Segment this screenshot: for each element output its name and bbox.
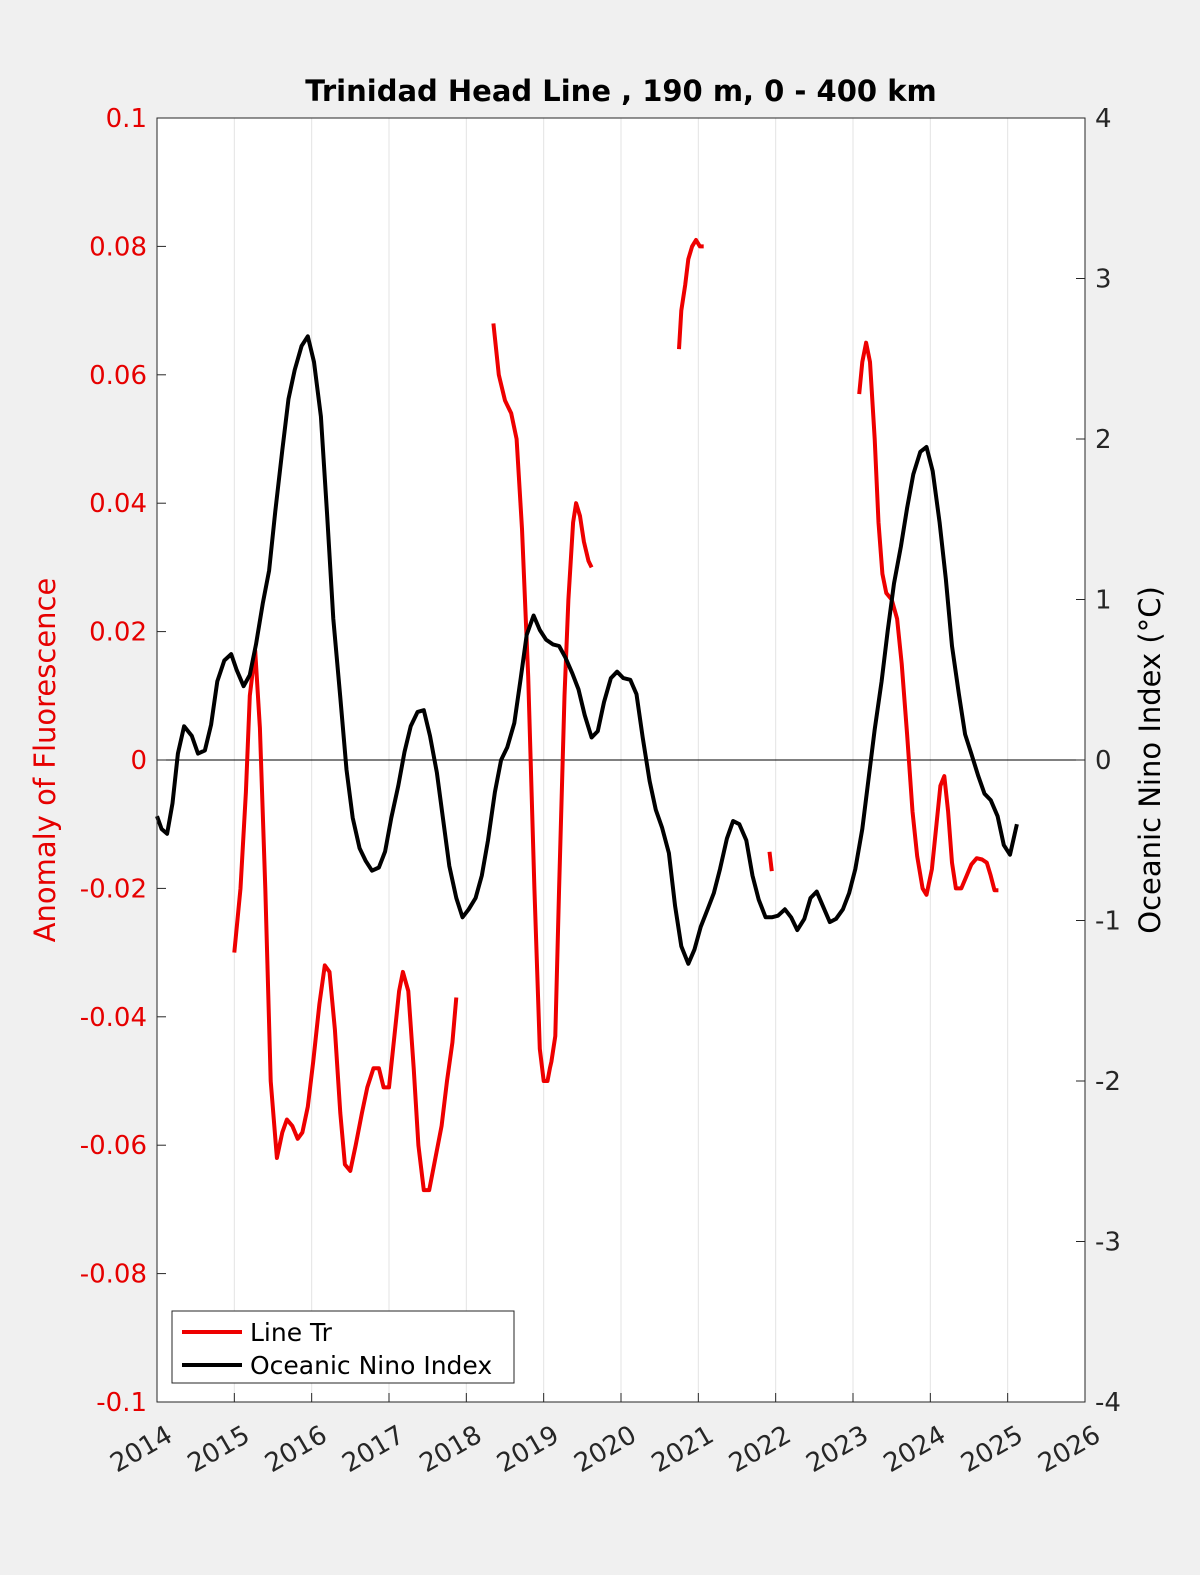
- series-line-tr-segment-4: [857, 340, 999, 897]
- x-tick-label-2015: 2015: [183, 1420, 255, 1479]
- x-tick-label-2024: 2024: [879, 1420, 951, 1479]
- left-y-tick-label--0.06: -0.06: [80, 1131, 147, 1161]
- x-tick-label-2025: 2025: [956, 1420, 1028, 1479]
- right-y-tick-label-3: 3: [1095, 265, 1112, 295]
- left-y-axis-label: Anomaly of Fluorescence: [28, 578, 62, 943]
- x-tick-label-2020: 2020: [569, 1420, 641, 1479]
- left-y-tick-label-0.08: 0.08: [89, 232, 147, 262]
- left-y-tick-label-0: 0: [130, 746, 147, 776]
- series-line-tr-segment-1: [491, 323, 594, 1083]
- x-tick-label-2021: 2021: [647, 1420, 719, 1479]
- x-tick-label-2023: 2023: [801, 1420, 873, 1479]
- right-y-tick-label-4: 4: [1095, 104, 1112, 134]
- series-line-tr-segment-2: [677, 238, 704, 350]
- right-y-tick-label--1: -1: [1095, 907, 1121, 937]
- right-y-tick-label-1: 1: [1095, 586, 1112, 616]
- right-y-tick-label-0: 0: [1095, 746, 1112, 776]
- left-y-tick-label-0.02: 0.02: [89, 618, 147, 648]
- left-y-tick-label-0.1: 0.1: [106, 104, 147, 134]
- right-y-tick-label-2: 2: [1095, 425, 1112, 455]
- left-y-tick-label--0.08: -0.08: [80, 1260, 147, 1290]
- x-tick-label-2018: 2018: [415, 1420, 487, 1479]
- legend-box: [171, 1310, 515, 1384]
- x-tick-label-2017: 2017: [337, 1420, 409, 1479]
- x-tick-label-2022: 2022: [724, 1420, 796, 1479]
- legend-label-line-tr: Line Tr: [250, 1318, 333, 1347]
- legend-label-oni: Oceanic Nino Index: [250, 1351, 492, 1380]
- x-tick-label-2026: 2026: [1033, 1420, 1105, 1479]
- right-y-tick-label--4: -4: [1095, 1388, 1121, 1418]
- left-y-tick-label--0.02: -0.02: [80, 874, 147, 904]
- right-y-tick-label--2: -2: [1095, 1067, 1121, 1097]
- chart-title: Trinidad Head Line , 190 m, 0 - 400 km: [305, 74, 936, 108]
- left-y-tick-label--0.1: -0.1: [96, 1388, 147, 1418]
- legend: Line Tr Oceanic Nino Index: [171, 1310, 515, 1384]
- series-line-tr-segment-0: [232, 648, 459, 1193]
- series-line-tr-segment-3: [767, 851, 774, 872]
- series-oceanic-nino-index-segment-0: [155, 334, 1019, 966]
- right-y-axis-label: Oceanic Nino Index (°C): [1133, 586, 1167, 934]
- x-tick-label-2019: 2019: [492, 1420, 564, 1479]
- series-layer: [155, 238, 1019, 1193]
- x-tick-label-2014: 2014: [105, 1420, 177, 1479]
- x-tick-label-2016: 2016: [260, 1420, 332, 1479]
- left-y-tick-label-0.04: 0.04: [89, 489, 147, 519]
- left-y-tick-label-0.06: 0.06: [89, 361, 147, 391]
- right-y-tick-label--3: -3: [1095, 1228, 1121, 1258]
- left-y-tick-label--0.04: -0.04: [80, 1003, 147, 1033]
